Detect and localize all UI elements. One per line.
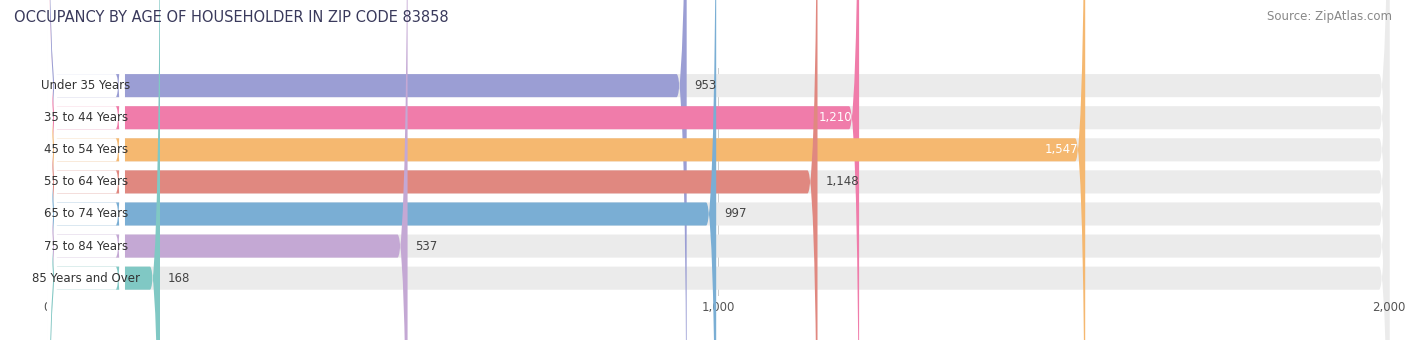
Text: 1,210: 1,210 [818, 111, 852, 124]
Text: Source: ZipAtlas.com: Source: ZipAtlas.com [1267, 10, 1392, 23]
FancyBboxPatch shape [48, 0, 125, 340]
Text: 953: 953 [695, 79, 717, 92]
Text: 35 to 44 Years: 35 to 44 Years [44, 111, 128, 124]
FancyBboxPatch shape [48, 0, 408, 340]
Text: 1,148: 1,148 [825, 175, 859, 188]
FancyBboxPatch shape [48, 0, 817, 340]
FancyBboxPatch shape [48, 0, 1389, 340]
FancyBboxPatch shape [48, 0, 1389, 340]
Text: 55 to 64 Years: 55 to 64 Years [44, 175, 128, 188]
FancyBboxPatch shape [48, 0, 1085, 340]
FancyBboxPatch shape [48, 0, 125, 340]
Text: 75 to 84 Years: 75 to 84 Years [44, 240, 128, 253]
FancyBboxPatch shape [48, 0, 716, 340]
FancyBboxPatch shape [48, 0, 1389, 340]
Text: 1,547: 1,547 [1045, 143, 1078, 156]
FancyBboxPatch shape [48, 0, 125, 340]
FancyBboxPatch shape [48, 0, 1389, 340]
FancyBboxPatch shape [48, 0, 125, 340]
FancyBboxPatch shape [48, 0, 125, 340]
Text: 45 to 54 Years: 45 to 54 Years [44, 143, 128, 156]
Text: Under 35 Years: Under 35 Years [41, 79, 131, 92]
Text: 537: 537 [416, 240, 437, 253]
FancyBboxPatch shape [48, 0, 686, 340]
FancyBboxPatch shape [48, 0, 1389, 340]
Text: 997: 997 [724, 207, 747, 220]
Text: 65 to 74 Years: 65 to 74 Years [44, 207, 128, 220]
FancyBboxPatch shape [48, 0, 125, 340]
FancyBboxPatch shape [48, 0, 859, 340]
Text: OCCUPANCY BY AGE OF HOUSEHOLDER IN ZIP CODE 83858: OCCUPANCY BY AGE OF HOUSEHOLDER IN ZIP C… [14, 10, 449, 25]
FancyBboxPatch shape [48, 0, 125, 340]
Text: 85 Years and Over: 85 Years and Over [32, 272, 139, 285]
FancyBboxPatch shape [48, 0, 160, 340]
FancyBboxPatch shape [48, 0, 1389, 340]
FancyBboxPatch shape [48, 0, 1389, 340]
Text: 168: 168 [169, 272, 190, 285]
